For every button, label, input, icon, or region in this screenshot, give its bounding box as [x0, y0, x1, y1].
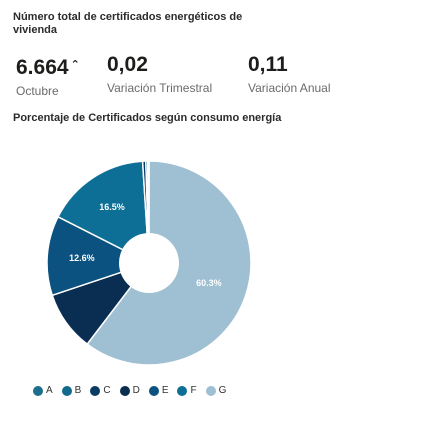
kpi-quarterly-value: 0,02 — [107, 53, 148, 76]
legend-dot-icon — [148, 385, 159, 396]
kpi-total-value: 6.664 ⌃ — [16, 56, 80, 79]
legend-dot-icon — [119, 385, 130, 396]
legend-label: D — [132, 385, 140, 396]
pie-label-e: 12.6% — [69, 253, 95, 263]
kpi-quarterly: 0,02 Variación Trimestral — [107, 53, 212, 95]
legend-label: E — [161, 385, 169, 396]
legend-dot-icon — [205, 385, 216, 396]
kpi-total-label: Octubre — [16, 84, 59, 98]
pie-chart: 60.3% 12.6% 16.5% — [46, 160, 252, 366]
legend-item-c[interactable]: C — [90, 385, 111, 396]
legend-item-d[interactable]: D — [119, 385, 140, 396]
donut-hole — [119, 233, 179, 293]
kpi-quarterly-label: Variación Trimestral — [107, 81, 213, 95]
legend-dot-icon — [90, 385, 101, 396]
kpi-annual: 0,11 Variación Anual — [248, 53, 331, 95]
kpi-total: 6.664 ⌃ Octubre — [16, 53, 80, 98]
legend-item-a[interactable]: A — [33, 385, 53, 396]
legend-dot-icon — [61, 385, 72, 396]
certificates-title: Número total de certificados energéticos… — [13, 11, 243, 36]
legend-item-f[interactable]: F — [177, 385, 197, 396]
legend-label: B — [74, 385, 82, 396]
kpi-annual-label: Variación Anual — [248, 81, 331, 95]
legend-item-b[interactable]: B — [61, 385, 82, 396]
legend-label: G — [218, 385, 227, 396]
legend-item-g[interactable]: G — [205, 385, 227, 396]
pie-label-f: 16.5% — [99, 202, 125, 212]
chart-title: Porcentaje de Certificados según consumo… — [13, 112, 282, 124]
chart-legend: A B C D E F G — [33, 385, 226, 396]
trend-up-icon: ⌃ — [70, 59, 80, 71]
kpi-annual-value: 0,11 — [248, 53, 288, 76]
pie-slice-e[interactable] — [46, 215, 151, 297]
legend-dot-icon — [33, 385, 43, 396]
legend-label: C — [103, 385, 111, 396]
legend-item-e[interactable]: E — [148, 385, 169, 396]
legend-dot-icon — [177, 385, 188, 396]
legend-label: A — [46, 385, 53, 396]
legend-label: F — [190, 385, 197, 396]
pie-slice-f[interactable] — [57, 160, 150, 265]
pie-label-g: 60.3% — [196, 278, 222, 288]
